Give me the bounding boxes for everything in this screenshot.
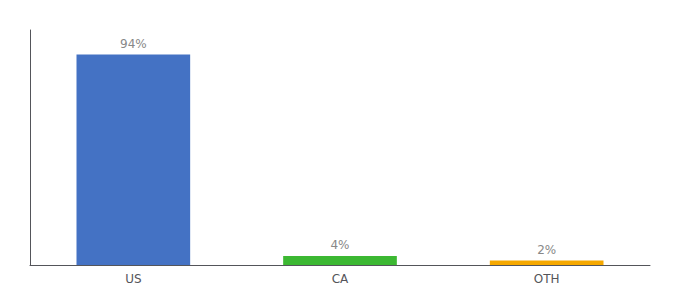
svg-text:OTH: OTH: [534, 272, 560, 286]
svg-text:US: US: [125, 272, 141, 286]
svg-text:CA: CA: [332, 272, 349, 286]
svg-text:4%: 4%: [330, 238, 349, 252]
svg-text:2%: 2%: [537, 243, 556, 257]
svg-text:94%: 94%: [120, 37, 147, 51]
